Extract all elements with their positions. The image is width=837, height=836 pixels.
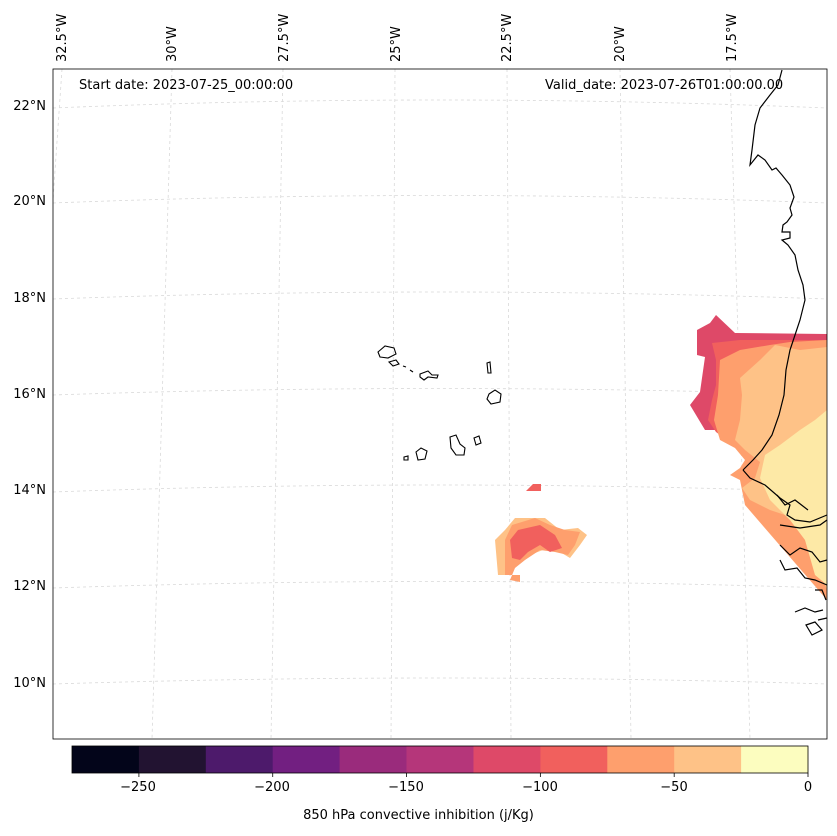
- colorbar-tick-minus50: −50: [660, 780, 688, 795]
- colorbar-border: [71, 745, 809, 774]
- cin-field-coast: [690, 315, 827, 600]
- colorbar-tickmarks: [138, 773, 809, 777]
- colorbar-tick-0: 0: [803, 780, 813, 795]
- colorbar-swatch: [674, 746, 742, 773]
- lon-label-25w: 25°W: [389, 26, 404, 62]
- lat-label-16n: 16°N: [13, 387, 46, 402]
- lat-label-14n: 14°N: [13, 483, 46, 498]
- colorbar-tick-minus150: −150: [388, 780, 424, 795]
- cin-field-offshore: [495, 484, 587, 582]
- cin-band-minus100-offshore: [526, 484, 541, 491]
- lat-label-10n: 10°N: [13, 676, 46, 691]
- lon-label-32-5w: 32.5°W: [55, 13, 70, 62]
- cape-verde-islands: [377, 345, 502, 461]
- lon-label-20w: 20°W: [613, 26, 628, 62]
- lon-label-30w: 30°W: [165, 26, 180, 62]
- lat-label-12n: 12°N: [13, 579, 46, 594]
- lon-label-27-5w: 27.5°W: [277, 13, 292, 62]
- colorbar-swatch: [540, 746, 608, 773]
- cin-band-minus25: [760, 410, 827, 585]
- lat-label-18n: 18°N: [13, 291, 46, 306]
- lon-label-17-5w: 17.5°W: [725, 13, 740, 62]
- lat-label-22n: 22°N: [13, 99, 46, 114]
- colorbar-swatch: [741, 746, 809, 773]
- lon-label-22-5w: 22.5°W: [500, 13, 515, 62]
- coastline: [742, 69, 828, 636]
- map-border: [52, 68, 828, 740]
- colorbar-swatch: [406, 746, 474, 773]
- colorbar-swatch: [339, 746, 407, 773]
- colorbar-title: 850 hPa convective inhibition (j/Kg): [303, 808, 534, 823]
- start-date-label: Start date: 2023-07-25_00:00:00: [79, 78, 294, 93]
- colorbar-swatch: [607, 746, 675, 773]
- colorbar-tick-minus250: −250: [120, 780, 156, 795]
- colorbar-swatch: [272, 746, 341, 773]
- colorbar-tick-minus200: −200: [254, 780, 290, 795]
- colorbar-swatch: [205, 746, 274, 773]
- colorbar-swatch: [72, 746, 140, 773]
- cin-band-minus100-core: [510, 525, 562, 560]
- colorbar-swatches: [72, 746, 809, 773]
- graticule: [52, 68, 828, 740]
- colorbar-tick-minus100: −100: [522, 780, 558, 795]
- valid-date-label: Valid_date: 2023-07-26T01:00:00.00: [545, 78, 784, 93]
- colorbar-swatch: [473, 746, 541, 773]
- lat-label-20n: 20°N: [13, 194, 46, 209]
- colorbar-swatch: [138, 746, 207, 773]
